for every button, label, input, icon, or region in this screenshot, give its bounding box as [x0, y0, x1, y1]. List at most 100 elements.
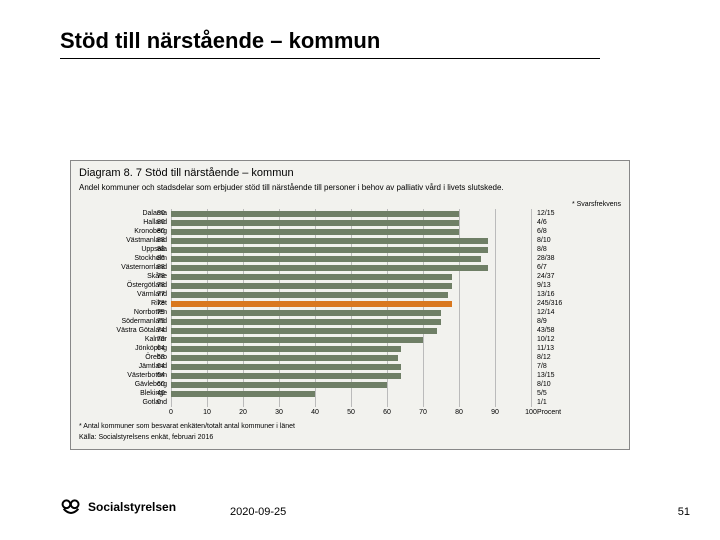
bar-freq: 24/37 — [537, 272, 555, 281]
x-tick: 30 — [275, 409, 283, 416]
bar-label: Norrbotten — [67, 308, 167, 317]
logo-icon — [60, 496, 82, 518]
freq-header: * Svarsfrekvens — [572, 201, 621, 208]
x-tick: 10 — [203, 409, 211, 416]
bar-value: 75 — [157, 308, 165, 317]
bar-value: 74 — [157, 326, 165, 335]
bar-value: 40 — [157, 389, 165, 398]
bar-freq: 10/12 — [537, 335, 555, 344]
bar-value: 78 — [157, 272, 165, 281]
bar-value: 78 — [157, 299, 165, 308]
bar — [171, 317, 441, 326]
bar — [171, 308, 441, 317]
bar — [171, 209, 459, 218]
footer-page: 51 — [678, 506, 690, 518]
bar-label: Riket — [67, 299, 167, 308]
bar-label: Västerbotten — [67, 371, 167, 380]
bar — [171, 281, 452, 290]
bar-value: 63 — [157, 353, 165, 362]
bar-freq: 8/12 — [537, 353, 551, 362]
bar-label: Västmanland — [67, 236, 167, 245]
bar-value: 0 — [157, 398, 161, 407]
bar-label: Örebro — [67, 353, 167, 362]
bar — [171, 290, 448, 299]
bar — [171, 254, 481, 263]
bar — [171, 335, 423, 344]
bar-label: Jönköping — [67, 344, 167, 353]
bar — [171, 263, 488, 272]
bar-freq: 13/16 — [537, 290, 555, 299]
bar-value: 64 — [157, 344, 165, 353]
bar — [171, 362, 401, 371]
bar — [171, 344, 401, 353]
bar-freq: 7/8 — [537, 362, 547, 371]
x-tick: 40 — [311, 409, 319, 416]
bar — [171, 380, 387, 389]
bar-value: 75 — [157, 317, 165, 326]
bar-freq: 8/10 — [537, 236, 551, 245]
bar-value: 80 — [157, 227, 165, 236]
bar — [171, 299, 452, 308]
bar-label: Gotland — [67, 398, 167, 407]
bar-freq: 9/13 — [537, 281, 551, 290]
bar-label: Gävleborg — [67, 380, 167, 389]
x-tick: 50 — [347, 409, 355, 416]
bar-value: 80 — [157, 209, 165, 218]
bar — [171, 272, 452, 281]
bar-label: Uppsala — [67, 245, 167, 254]
footer-logo: Socialstyrelsen — [60, 496, 176, 518]
bar-label: Jämtland — [67, 362, 167, 371]
bar — [171, 326, 437, 335]
chart-title: Diagram 8. 7 Stöd till närstående – komm… — [79, 167, 294, 179]
x-tick: 70 — [419, 409, 427, 416]
x-tick: 90 — [491, 409, 499, 416]
bar-label: Halland — [67, 218, 167, 227]
grid-line — [531, 209, 532, 407]
bar-freq: 6/8 — [537, 227, 547, 236]
bar — [171, 371, 401, 380]
x-tick: 20 — [239, 409, 247, 416]
bar — [171, 389, 315, 398]
bar-value: 70 — [157, 335, 165, 344]
bar-label: Skåne — [67, 272, 167, 281]
bar-freq: 5/5 — [537, 389, 547, 398]
bar-freq: 8/8 — [537, 245, 547, 254]
bar-label: Blekinge — [67, 389, 167, 398]
bar-label: Värmland — [67, 290, 167, 299]
bar-freq: 43/58 — [537, 326, 555, 335]
bar-freq: 8/9 — [537, 317, 547, 326]
bar-value: 64 — [157, 371, 165, 380]
bar-label: Västernorrland — [67, 263, 167, 272]
bar-value: 86 — [157, 254, 165, 263]
x-tick: 0 — [169, 409, 173, 416]
title-underline — [60, 58, 600, 59]
bar-value: 60 — [157, 380, 165, 389]
bar-label: Stockholm — [67, 254, 167, 263]
bar-freq: 13/15 — [537, 371, 555, 380]
bar — [171, 227, 459, 236]
bar-label: Västra Götaland — [67, 326, 167, 335]
bar-label: Östergötland — [67, 281, 167, 290]
x-tick: 80 — [455, 409, 463, 416]
bar-label: Kalmar — [67, 335, 167, 344]
bar-freq: 8/10 — [537, 380, 551, 389]
bar-value: 88 — [157, 236, 165, 245]
bar-label: Dalarna — [67, 209, 167, 218]
bar — [171, 353, 398, 362]
bar — [171, 245, 488, 254]
bar-freq: 4/6 — [537, 218, 547, 227]
x-tick: 100 — [525, 409, 537, 416]
chart-subtitle: Andel kommuner och stadsdelar som erbjud… — [79, 183, 621, 193]
bar-label: Kronoberg — [67, 227, 167, 236]
bar-freq: 6/7 — [537, 263, 547, 272]
bar-value: 78 — [157, 281, 165, 290]
chart-footnote-1: * Antal kommuner som besvarat enkäten/to… — [79, 423, 295, 430]
x-axis-unit: Procent — [537, 409, 561, 416]
grid-line — [495, 209, 496, 407]
bar-freq: 28/38 — [537, 254, 555, 263]
bar-label: Södermanland — [67, 317, 167, 326]
bar-freq: 12/15 — [537, 209, 555, 218]
logo-text: Socialstyrelsen — [88, 500, 176, 514]
bar-value: 64 — [157, 362, 165, 371]
bar — [171, 218, 459, 227]
